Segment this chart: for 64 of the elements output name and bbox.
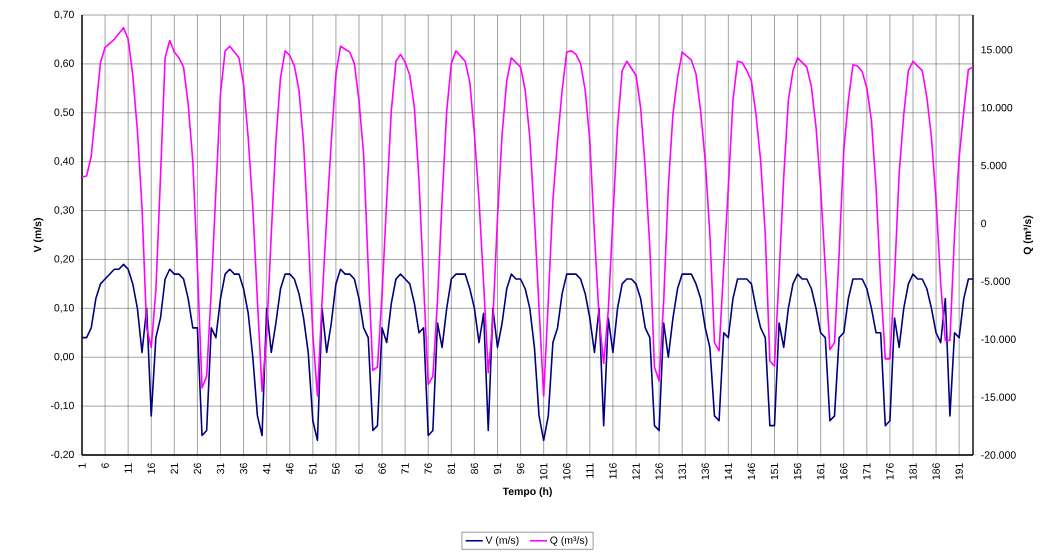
x-tick-label: 116 [609,463,617,479]
x-tick-label: 86 [470,463,479,474]
x-tick-label: 61 [355,463,363,474]
x-tick-label: 36 [239,463,248,474]
x-tick-label: 186 [932,463,940,480]
x-tick-label: 56 [332,463,340,474]
x-tick-label: 1 [78,463,86,468]
x-tick-label: 111 [586,463,594,478]
x-tick-label: 71 [401,463,409,474]
x-tick-label: 76 [424,463,432,474]
x-tick-label: 16 [147,463,155,474]
y2-tick-label: -20.000 [981,451,1016,459]
x-tick-label: 141 [724,463,732,480]
x-tick-label: 96 [516,463,525,474]
x-tick-label: 31 [216,463,225,474]
x-tick-label: 121 [632,463,640,480]
x-tick-label: 106 [563,463,571,480]
x-tick-label: 151 [770,463,779,480]
x-tick-label: 21 [170,463,178,474]
x-tick-label: 136 [701,463,709,480]
y-tick-label: 0,30 [54,206,74,215]
x-tick-label: 156 [793,463,802,480]
y-tick-label: -0,20 [50,450,74,460]
x-tick-label: 46 [286,463,294,475]
x-tick-label: 6 [101,463,109,468]
legend-label: Q (m³/s) [550,536,588,546]
y2-tick-label: 0 [981,219,987,228]
legend-label: V (m/s) [485,536,519,546]
y2-axis-title: Q (m³/s) [1023,215,1034,255]
line-series [82,26,974,397]
x-tick-label: 166 [840,463,848,480]
y2-tick-label: -10.000 [981,335,1016,343]
y-axis-title: V (m/s) [33,218,44,253]
x-tick-label: 131 [678,463,686,480]
y2-tick-label: 15.000 [981,46,1013,54]
x-tick-label: 11 [124,463,132,473]
x-tick-label: 171 [863,463,871,480]
y-tick-label: 0,70 [54,10,74,20]
x-tick-label: 191 [955,463,963,480]
y2-tick-label: 5.000 [981,161,1007,170]
y-tick-label: 0,40 [54,157,74,166]
y-tick-label: 0,50 [54,108,74,118]
x-tick-label: 181 [909,463,917,480]
x-tick-label: 101 [539,463,548,480]
x-tick-label: 26 [193,463,202,474]
x-axis-title: Tempo (h) [502,487,552,498]
y-tick-label: 0,60 [54,59,74,69]
x-tick-label: 161 [816,463,825,480]
x-tick-label: 176 [886,463,894,480]
x-tick-label: 126 [655,463,663,480]
x-tick-label: 41 [263,463,271,475]
y2-tick-label: 10.000 [981,103,1013,112]
y-tick-label: 0,20 [54,255,74,264]
y-tick-label: 0,10 [54,304,74,313]
x-tick-label: 51 [309,463,317,474]
y2-tick-label: -15.000 [981,393,1016,401]
y2-tick-label: -5.000 [981,277,1010,286]
x-tick-label: 91 [493,463,502,474]
y-tick-label: -0,10 [50,401,74,411]
x-tick-label: 66 [378,463,386,474]
line-series [82,263,974,442]
x-tick-label: 146 [747,463,756,480]
y-tick-label: 0,00 [54,352,74,362]
x-tick-label: 81 [447,463,456,474]
